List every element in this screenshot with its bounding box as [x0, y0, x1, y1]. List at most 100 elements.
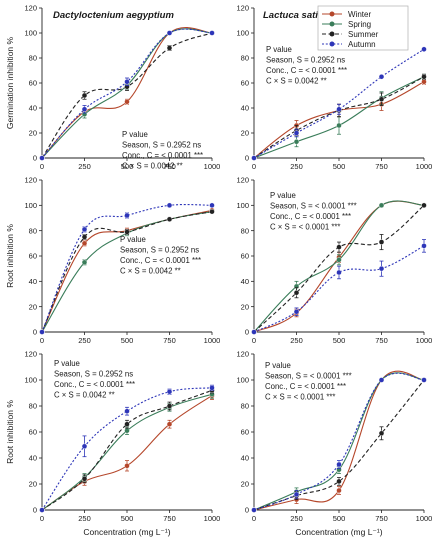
data-point: [166, 202, 173, 209]
x-tick-label: 500: [333, 514, 346, 523]
data-point: [336, 122, 342, 129]
y-tick-label: 100: [236, 29, 249, 38]
y-tick-label: 60: [29, 79, 37, 88]
data-point: [166, 30, 173, 36]
x-tick-label: 1000: [204, 336, 221, 345]
x-tick-label: 0: [252, 514, 256, 523]
y-tick-label: 20: [241, 129, 249, 138]
y-tick-label: 60: [29, 252, 37, 261]
x-axis-label: Concentration (mg L⁻¹): [295, 527, 382, 537]
x-tick-label: 0: [40, 162, 44, 171]
data-point: [293, 139, 300, 145]
x-tick-label: 750: [163, 514, 176, 523]
data-point: [124, 99, 130, 105]
y-tick-label: 40: [29, 277, 37, 286]
chart-panel-6: 0 20 40 60 80 100 120 0 250 500 750 1000 Concentrati…: [236, 350, 432, 537]
data-point: [251, 329, 257, 335]
data-point: [81, 443, 88, 449]
p-value-title: P value: [120, 235, 146, 244]
p-value-line: C × S = 0.0042 **: [120, 267, 181, 276]
x-tick-label: 1000: [204, 162, 221, 171]
data-point: [209, 202, 215, 209]
y-tick-label: 100: [236, 201, 249, 210]
x-tick-label: 500: [333, 162, 346, 171]
chart-panel-3: 0 20 40 60 80 100 120 0 250 500 750 1000 Root inhibi…: [5, 176, 220, 345]
series-autumn: [251, 372, 427, 513]
data-point: [81, 259, 88, 266]
x-tick-label: 250: [290, 162, 303, 171]
data-point: [251, 507, 257, 513]
x-tick-label: 750: [375, 162, 388, 171]
p-value-line: Season, S = 0.2952 ns: [266, 56, 345, 65]
p-value-line: Conc., C = < 0.0001 ***: [266, 66, 347, 75]
y-tick-label: 0: [245, 328, 249, 337]
data-point: [166, 45, 173, 51]
y-tick-label: 120: [236, 350, 249, 359]
p-value-line: C × S = < 0.0001 ***: [270, 223, 340, 232]
x-tick-label: 750: [375, 514, 388, 523]
y-tick-label: 40: [29, 104, 37, 113]
x-tick-label: 750: [163, 162, 176, 171]
y-tick-label: 40: [241, 277, 249, 286]
data-point: [124, 212, 130, 219]
series-line-winter: [253, 370, 425, 511]
y-tick-label: 80: [29, 402, 37, 411]
p-value-line: Season, S = 0.2952 ns: [54, 370, 133, 379]
y-tick-label: 0: [33, 154, 37, 163]
data-point: [293, 491, 300, 498]
data-point: [81, 92, 88, 99]
y-tick-label: 100: [24, 201, 37, 210]
x-tick-label: 750: [163, 336, 176, 345]
y-axis-label: Root inhibition %: [5, 400, 15, 464]
x-tick-label: 1000: [416, 514, 433, 523]
data-point: [378, 377, 385, 383]
legend-entry-spring: Spring: [348, 20, 371, 29]
data-point: [39, 329, 45, 335]
y-tick-label: 80: [29, 54, 37, 63]
data-point: [336, 257, 342, 263]
data-point: [124, 229, 130, 235]
data-point: [124, 79, 130, 85]
data-point: [209, 208, 215, 215]
data-point: [336, 461, 342, 468]
p-value-line: Season, S = 0.2952 ns: [120, 246, 199, 255]
x-tick-label: 250: [78, 162, 91, 171]
chart-panel-4: 0 20 40 60 80 100 120 0 250 500 750 1000 P value Seas…: [236, 176, 432, 345]
p-value-line: C × S = 0.0042 **: [54, 391, 115, 400]
p-value-title: P value: [265, 361, 291, 370]
series-autumn: [251, 46, 427, 161]
y-tick-label: 80: [241, 402, 249, 411]
y-tick-label: 120: [24, 4, 37, 13]
data-point: [421, 79, 427, 85]
x-tick-label: 0: [252, 336, 256, 345]
data-point: [39, 507, 45, 513]
legend-entry-autumn: Autumn: [348, 40, 376, 49]
series-autumn: [39, 384, 215, 513]
y-tick-label: 60: [241, 252, 249, 261]
p-value-line: Conc., C = < 0.0001 ***: [270, 212, 351, 221]
data-point: [421, 377, 427, 383]
y-tick-label: 0: [245, 154, 249, 163]
y-tick-label: 100: [236, 376, 249, 385]
legend-marker: [329, 21, 335, 27]
x-tick-label: 0: [252, 162, 256, 171]
x-tick-label: 500: [121, 336, 134, 345]
p-value-line: Season, S = < 0.0001 ***: [265, 372, 352, 381]
x-axis-label: Concentration (mg L⁻¹): [83, 527, 170, 537]
data-point: [81, 106, 88, 112]
series-summer: [39, 387, 215, 513]
y-tick-label: 80: [29, 226, 37, 235]
y-tick-label: 80: [241, 54, 249, 63]
y-tick-label: 40: [29, 454, 37, 463]
y-tick-label: 0: [33, 328, 37, 337]
data-point: [336, 106, 342, 112]
data-point: [166, 216, 173, 222]
data-point: [378, 202, 385, 209]
data-point: [39, 155, 45, 161]
data-point: [421, 74, 427, 80]
x-tick-label: 500: [121, 162, 134, 171]
chart-panel-2: 0 20 40 60 80 100 120 0 250 500 750 1000 Lactuca sat…: [236, 4, 432, 171]
